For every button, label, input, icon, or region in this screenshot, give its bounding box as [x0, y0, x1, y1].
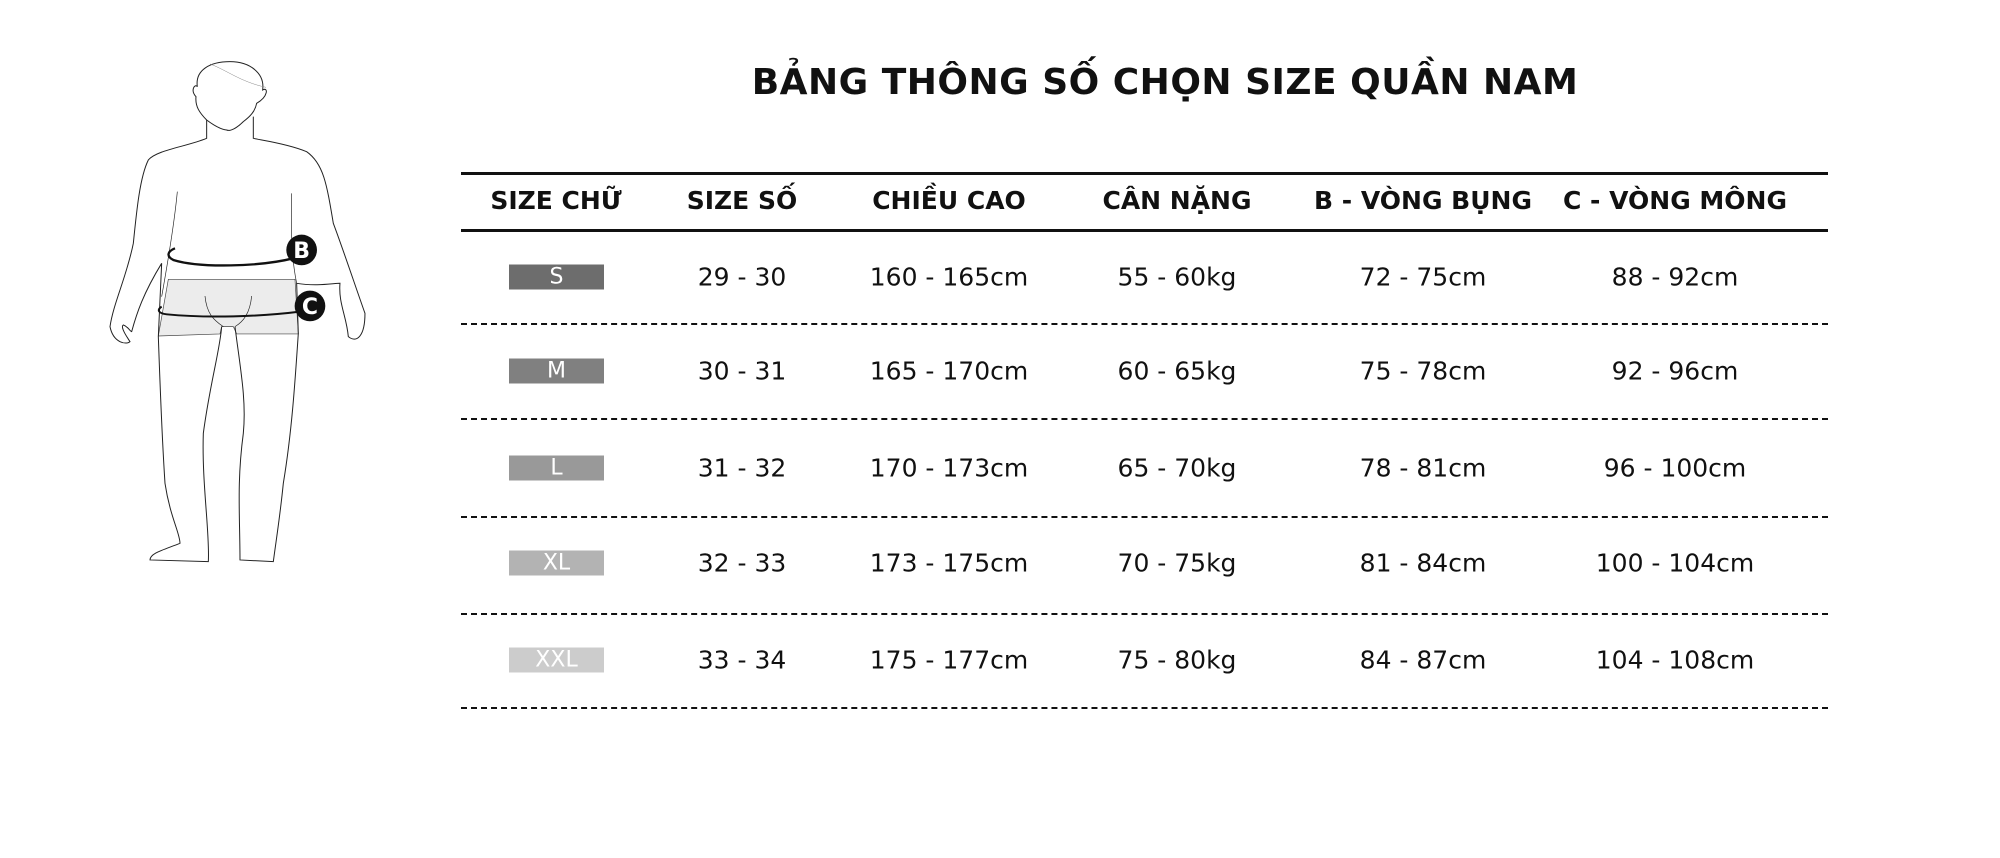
- row-divider: [461, 613, 1828, 615]
- cell-weight: 70 - 75kg: [1117, 548, 1237, 578]
- table-top-rule: [461, 172, 1828, 175]
- size-badge: XXL: [509, 647, 604, 673]
- row-divider: [461, 323, 1828, 325]
- cell-hip: 100 - 104cm: [1595, 548, 1755, 578]
- label-c: C: [302, 295, 318, 320]
- cell-hip: 96 - 100cm: [1603, 453, 1747, 483]
- column-header-height: CHIỀU CAO: [872, 186, 1026, 215]
- cell-hip: 88 - 92cm: [1611, 262, 1739, 292]
- cell-weight: 75 - 80kg: [1117, 645, 1237, 675]
- cell-size-number: 31 - 32: [697, 453, 787, 483]
- cell-hip: 92 - 96cm: [1611, 356, 1739, 386]
- size-badge: XL: [509, 550, 604, 576]
- row-divider: [461, 516, 1828, 518]
- cell-weight: 60 - 65kg: [1117, 356, 1237, 386]
- cell-height: 170 - 173cm: [869, 453, 1029, 483]
- cell-weight: 55 - 60kg: [1117, 262, 1237, 292]
- waist-tape: [167, 247, 294, 267]
- column-header-hip: C - VÒNG MÔNG: [1562, 186, 1787, 215]
- label-b: B: [293, 239, 310, 264]
- cell-height: 160 - 165cm: [869, 262, 1029, 292]
- body-outline: [109, 116, 366, 563]
- torso-side-right: [291, 193, 297, 284]
- hip-tape: [157, 305, 301, 318]
- shorts-shape: [157, 278, 299, 337]
- head-outline: [192, 61, 267, 131]
- cell-height: 173 - 175cm: [869, 548, 1029, 578]
- column-header-size-letter: SIZE CHỮ: [490, 186, 622, 215]
- table-header-rule: [461, 229, 1828, 232]
- row-divider: [461, 418, 1828, 420]
- size-badge: M: [509, 358, 604, 384]
- torso-side-left: [161, 191, 178, 297]
- column-header-size-number: SIZE SỐ: [686, 186, 798, 215]
- cell-waist: 84 - 87cm: [1359, 645, 1487, 675]
- cell-size-number: 30 - 31: [697, 356, 787, 386]
- column-header-waist: B - VÒNG BỤNG: [1314, 186, 1532, 215]
- cell-size-number: 29 - 30: [697, 262, 787, 292]
- cell-height: 175 - 177cm: [869, 645, 1029, 675]
- size-badge: L: [509, 455, 604, 481]
- column-header-weight: CÂN NẶNG: [1102, 186, 1252, 215]
- cell-size-number: 32 - 33: [697, 548, 787, 578]
- cell-size-number: 33 - 34: [697, 645, 787, 675]
- cell-waist: 81 - 84cm: [1359, 548, 1487, 578]
- cell-waist: 72 - 75cm: [1359, 262, 1487, 292]
- size-badge: S: [509, 264, 604, 290]
- page-title: BẢNG THÔNG SỐ CHỌN SIZE QUẦN NAM: [751, 62, 1579, 103]
- row-divider: [461, 707, 1828, 709]
- head-hair-line: [209, 63, 267, 88]
- cell-waist: 78 - 81cm: [1359, 453, 1487, 483]
- cell-weight: 65 - 70kg: [1117, 453, 1237, 483]
- body-measurement-figure: B C: [109, 61, 366, 563]
- label-c-marker: [294, 290, 326, 322]
- cell-hip: 104 - 108cm: [1595, 645, 1755, 675]
- label-b-marker: [286, 234, 317, 266]
- cell-waist: 75 - 78cm: [1359, 356, 1487, 386]
- cell-height: 165 - 170cm: [869, 356, 1029, 386]
